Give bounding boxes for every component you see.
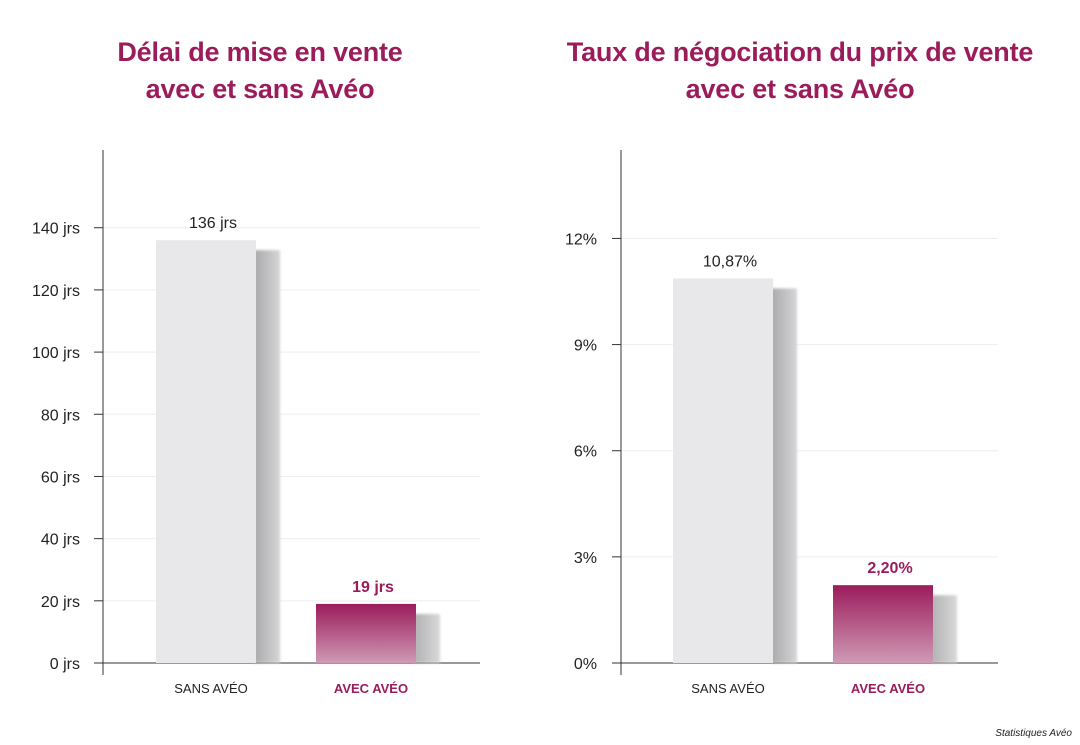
bar-value-label: 19 jrs [352,579,394,596]
bar-shadow [931,595,957,663]
chart-title-line: avec et sans Avéo [685,74,915,104]
chart-title-delai: Délai de mise en vente avec et sans Avéo [50,34,470,108]
bar-chart-taux: 0% 3% 6% 9% 12% 10,87% SANS AVÉO 2,20% AVEC AVÉO [565,150,998,696]
y-tick-label: 40 jrs [41,532,80,549]
y-tick-label: 80 jrs [41,407,80,424]
bar-shadow [254,250,280,663]
bar-shadow [771,288,797,663]
y-tick-label: 140 jrs [32,221,80,238]
x-category-label: AVEC AVÉO [334,681,408,696]
y-tick-label: 20 jrs [41,594,80,611]
y-tick-label: 0 jrs [50,656,80,673]
y-tick-label: 6% [574,444,597,461]
chart-title-line: Taux de négociation du prix de vente [566,37,1034,67]
x-category-label: SANS AVÉO [174,681,247,696]
chart-title-line: Délai de mise en vente [117,37,403,67]
bar [156,240,256,663]
bar-value-label: 136 jrs [189,215,237,232]
bar [833,585,933,663]
x-category-label: SANS AVÉO [691,681,764,696]
y-tick-label: 120 jrs [32,283,80,300]
x-category-label: AVEC AVÉO [851,681,925,696]
chart-title-taux: Taux de négociation du prix de vente ave… [540,34,1060,108]
y-tick-label: 9% [574,338,597,355]
y-tick-label: 0% [574,656,597,673]
y-tick-label: 3% [574,550,597,567]
y-tick-label: 60 jrs [41,469,80,486]
y-tick-label: 12% [565,231,597,248]
bar [673,278,773,663]
chart-title-line: avec et sans Avéo [145,74,375,104]
source-footnote: Statistiques Avéo [995,728,1072,739]
bar-shadow [414,613,440,663]
bar-chart-delai: 0 jrs 20 jrs 40 jrs 60 jrs 80 jrs 100 jrs 120 … [32,150,480,696]
y-tick-label: 100 jrs [32,345,80,362]
bar [316,603,416,663]
bar-value-label: 2,20% [867,560,912,577]
bar-value-label: 10,87% [703,253,757,270]
